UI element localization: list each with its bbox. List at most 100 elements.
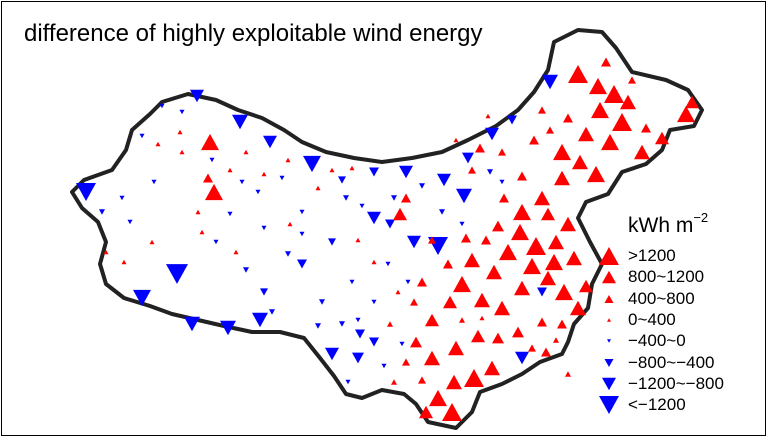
station-marker-positive [401,193,411,203]
station-marker-positive [227,167,233,173]
station-marker-positive [453,275,471,293]
station-marker-positive [513,203,531,221]
station-marker-positive [195,209,201,215]
station-marker-negative [127,219,133,225]
station-marker-positive [393,207,407,221]
station-marker-negative [355,317,361,323]
station-marker-positive [677,105,695,123]
station-marker-negative [299,231,305,237]
station-marker-positive [177,129,183,135]
station-marker-positive [492,332,504,344]
station-marker-negative [260,288,268,296]
station-marker-positive [481,235,491,245]
station-marker-positive [499,243,517,261]
station-marker-negative [437,173,451,187]
station-marker-positive [529,135,539,145]
station-marker-negative [297,259,307,269]
station-marker-positive [285,157,291,163]
station-marker-positive [485,113,491,119]
station-marker-negative [507,115,517,125]
station-marker-positive [560,216,576,232]
station-marker-positive [601,133,619,151]
station-marker-positive [553,143,571,161]
station-marker-negative [339,321,345,327]
station-markers [76,57,699,421]
station-marker-negative [239,179,245,185]
station-marker-negative [371,299,377,305]
station-marker-positive [563,113,573,123]
station-marker-positive [601,57,611,67]
station-marker-positive [387,321,393,327]
station-marker-positive [121,259,127,265]
station-marker-positive [261,171,267,177]
station-marker-positive [424,350,440,366]
station-marker-positive [428,236,436,244]
station-marker-negative [232,114,248,130]
station-marker-positive [329,167,335,173]
station-marker-positive [205,183,223,201]
station-marker-positive [486,264,502,280]
station-marker-positive [514,280,530,296]
station-marker-positive [628,76,636,84]
station-marker-positive [553,337,559,343]
station-marker-positive [443,295,457,309]
station-marker-positive [620,94,636,110]
station-marker-negative [76,183,96,201]
station-marker-negative [391,195,397,201]
station-marker-negative [319,299,325,305]
station-marker-negative [367,211,381,225]
china-border [70,28,704,430]
station-marker-negative [299,209,305,215]
station-marker-positive [634,144,650,160]
station-marker-negative [405,279,411,285]
station-marker-positive [511,223,529,241]
station-marker-negative [261,225,267,231]
station-marker-negative [381,363,387,369]
station-marker-positive [499,193,509,203]
station-marker-negative [338,176,346,184]
station-marker-positive [448,340,464,356]
station-marker-negative [243,267,249,273]
station-marker-positive [479,315,485,321]
station-marker-negative [419,183,425,189]
station-marker-positive [591,101,609,119]
station-marker-positive [429,389,447,407]
station-marker-positive [155,141,161,147]
station-marker-negative [349,279,355,285]
station-marker-positive [685,95,699,109]
station-marker-negative [184,316,200,332]
station-marker-positive [538,106,546,114]
station-marker-negative [315,323,321,329]
map-title: difference of highly exploitable wind en… [24,20,483,47]
station-marker-positive [492,220,504,232]
station-marker-positive [528,344,536,352]
station-marker-positive [579,279,593,293]
station-marker-positive [545,253,563,271]
station-marker-negative [399,341,405,347]
station-marker-positive [410,298,418,306]
station-marker-negative [190,89,204,103]
station-marker-positive [199,229,205,235]
station-marker-negative [485,127,499,141]
station-marker-negative [209,157,215,163]
station-marker-positive [402,358,410,366]
station-marker-positive [512,326,524,338]
station-marker-positive [453,137,459,143]
station-marker-negative [345,379,351,385]
station-marker-positive [604,85,624,103]
station-marker-positive [641,123,651,133]
station-marker-positive [534,190,550,206]
station-marker-positive [572,154,588,170]
station-marker-negative [227,211,233,217]
station-marker-positive [540,270,556,286]
station-marker-positive [371,259,377,265]
station-marker-positive [541,207,555,221]
station-marker-negative [537,287,547,297]
station-marker-positive [461,233,471,243]
station-marker-negative [439,209,445,215]
station-marker-negative [255,189,261,195]
station-marker-negative [303,155,321,173]
station-marker-negative [352,352,364,364]
station-marker-negative [369,337,379,347]
